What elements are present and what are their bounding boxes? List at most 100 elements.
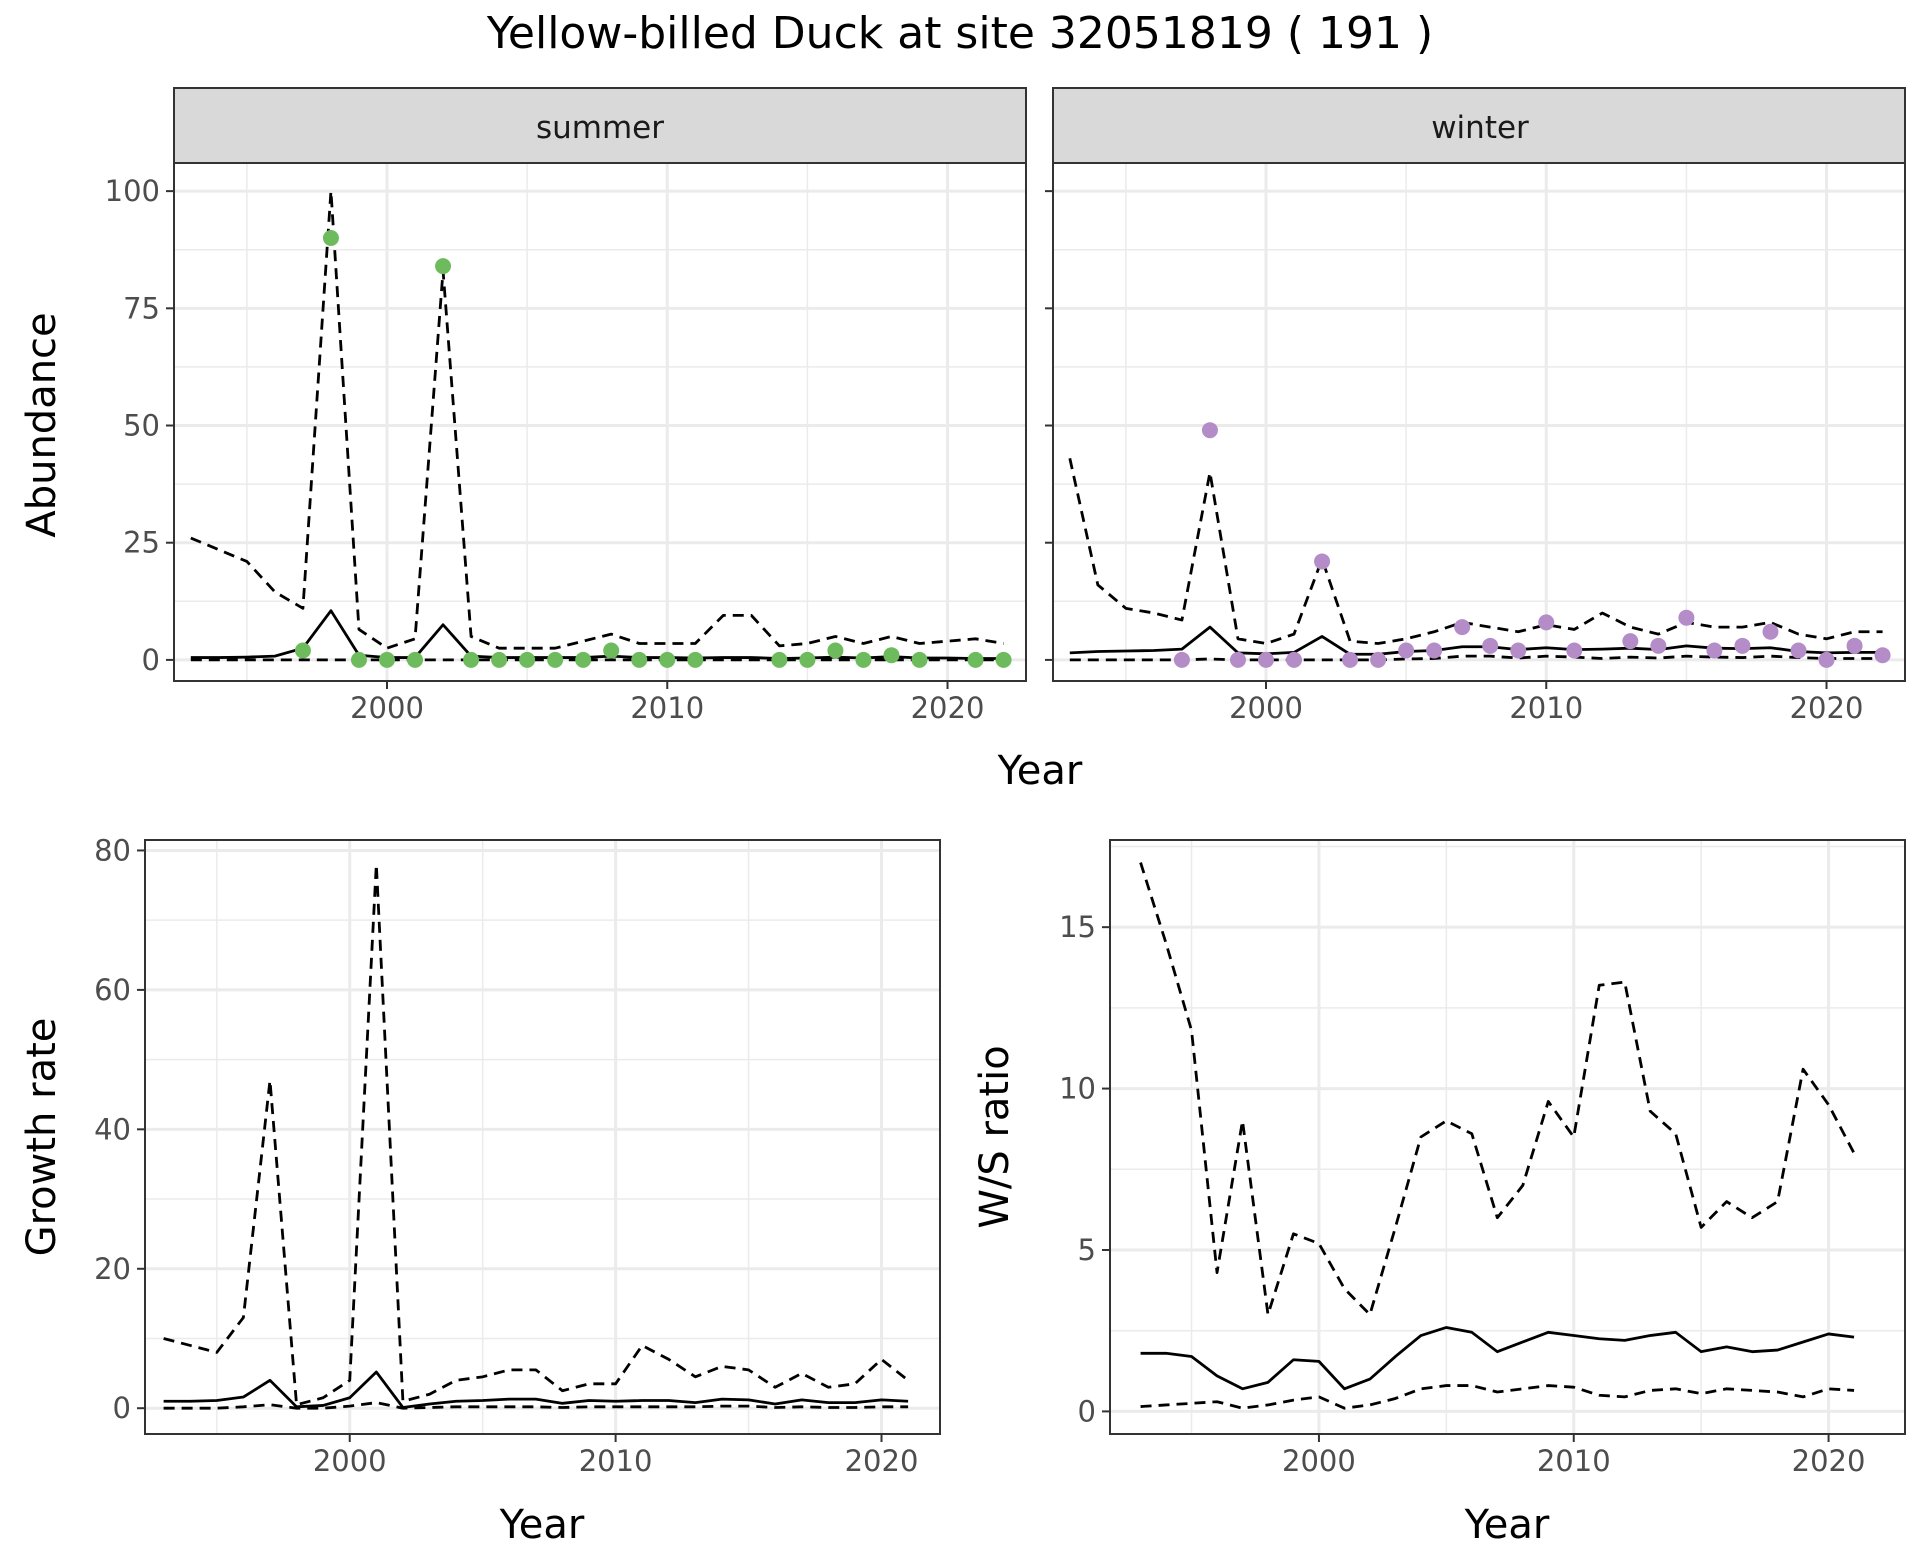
ratio-upper-line	[1139, 862, 1856, 1316]
summer-observation-point	[883, 647, 900, 664]
ratio-y-tick-label: 10	[1059, 1072, 1096, 1106]
summer-observation-point	[827, 642, 844, 659]
winter-observation-point	[1370, 651, 1387, 668]
summer-y-tick-label: 100	[105, 174, 160, 208]
summer-observation-point	[575, 651, 592, 668]
winter-observation-point	[1342, 651, 1359, 668]
summer-strip	[173, 87, 1027, 164]
ratio-x-tick-label: 2010	[1537, 1444, 1611, 1478]
winter-abundance-panel: 2000 2010 2020	[1045, 87, 1906, 725]
strip-label-summer: summer	[536, 110, 664, 146]
winter-x-tick-label: 2010	[1509, 691, 1583, 725]
summer-observation-point	[687, 651, 704, 668]
ratio-mean-line	[1140, 1326, 1855, 1391]
winter-observation-point	[1398, 642, 1415, 659]
summer-upper-line	[190, 189, 1004, 650]
ratio-x-tick-label: 2020	[1792, 1444, 1866, 1478]
winter-x-tick-label: 2020	[1790, 691, 1864, 725]
winter-observation-point	[1790, 642, 1807, 659]
growth-y-tick-label: 60	[94, 973, 131, 1007]
ratio-y-tick-label: 0	[1078, 1394, 1096, 1428]
growth-plot-background	[145, 840, 940, 1434]
summer-observation-point	[435, 258, 452, 275]
winter-x-tick-label: 2000	[1229, 691, 1303, 725]
winter-observation-point	[1678, 609, 1695, 626]
summer-x-tick-label: 2000	[350, 691, 424, 725]
summer-y-tick-label: 75	[123, 291, 160, 325]
summer-plot-background	[174, 163, 1026, 681]
winter-observation-point	[1229, 651, 1246, 668]
winter-plot-background	[1053, 163, 1905, 681]
summer-x-tick-label: 2010	[630, 691, 704, 725]
winter-observation-point	[1734, 637, 1751, 654]
growth-lower-line	[163, 1401, 909, 1410]
summer-observation-point	[463, 651, 480, 668]
winter-observation-point	[1454, 619, 1471, 636]
ratio-panel-border	[1109, 839, 1906, 1435]
ratio-x-axis-label: Year	[1464, 1502, 1550, 1548]
winter-upper-line	[1068, 458, 1883, 645]
growth-x-tick-label: 2000	[313, 1444, 387, 1478]
winter-strip	[1052, 87, 1906, 164]
summer-x-tick-label: 2020	[911, 691, 985, 725]
winter-observation-point	[1818, 651, 1835, 668]
winter-lower-line	[1069, 654, 1883, 662]
summer-observation-point	[603, 642, 620, 659]
growth-y-tick-label: 20	[94, 1252, 131, 1286]
winter-observation-point	[1482, 637, 1499, 654]
ratio-y-tick-label: 5	[1078, 1233, 1096, 1267]
summer-observation-point	[995, 651, 1012, 668]
growth-y-axis-label: Growth rate	[19, 1018, 65, 1257]
summer-y-tick-label: 25	[123, 526, 160, 560]
winter-observation-point	[1201, 422, 1218, 439]
winter-observation-point	[1622, 633, 1639, 650]
ratio-y-axis-label: W/S ratio	[972, 1045, 1018, 1228]
growth-panel-border	[144, 839, 941, 1435]
winter-observation-point	[1258, 651, 1274, 668]
summer-y-tick-label: 50	[123, 409, 160, 443]
summer-observation-point	[659, 651, 676, 668]
summer-observation-point	[322, 230, 339, 247]
summer-observation-point	[799, 651, 816, 668]
summer-observation-point	[631, 651, 648, 668]
summer-observation-point	[855, 651, 872, 668]
growth-upper-line	[163, 863, 909, 1407]
abundance-y-axis-label: Abundance	[19, 312, 65, 537]
strip-label-winter: winter	[1431, 110, 1529, 146]
summer-observation-point	[967, 651, 984, 668]
winter-observation-point	[1173, 651, 1190, 668]
winter-observation-point	[1314, 553, 1331, 570]
growth-x-axis-label: Year	[499, 1502, 585, 1548]
winter-observation-point	[1650, 637, 1667, 654]
summer-observation-point	[771, 651, 788, 668]
growth-x-tick-label: 2010	[579, 1444, 653, 1478]
chart-title: Yellow-billed Duck at site 32051819 ( 19…	[486, 8, 1434, 59]
winter-observation-point	[1286, 651, 1303, 668]
winter-observation-point	[1538, 614, 1555, 631]
ratio-y-tick-label: 15	[1059, 910, 1096, 944]
summer-observation-point	[519, 651, 536, 668]
ratio-x-tick-label: 2000	[1282, 1444, 1356, 1478]
summer-observation-point	[407, 651, 424, 668]
winter-observation-point	[1510, 642, 1527, 659]
summer-observation-point	[547, 651, 564, 668]
growth-y-tick-label: 80	[94, 833, 131, 867]
winter-observation-point	[1874, 647, 1891, 664]
ratio-plot-background	[1110, 840, 1905, 1434]
ratio-lower-line	[1140, 1384, 1855, 1410]
summer-observation-point	[491, 651, 508, 668]
growth-mean-line	[163, 1370, 909, 1409]
growth-x-tick-label: 2020	[845, 1444, 919, 1478]
growth-rate-panel: 2000 2010 2020 0 20 40 60 80	[94, 833, 941, 1478]
winter-observation-point	[1846, 637, 1863, 654]
winter-observation-point	[1426, 642, 1443, 659]
summer-observation-point	[294, 642, 311, 659]
growth-y-tick-label: 0	[113, 1391, 131, 1425]
summer-observation-point	[350, 651, 367, 668]
summer-abundance-panel: 2000 2010 2020 0 25 50 75 100	[105, 87, 1027, 725]
ws-ratio-panel: 2000 2010 2020 0 5 10 15	[1059, 839, 1906, 1478]
growth-y-tick-label: 40	[94, 1112, 131, 1146]
summer-y-tick-label: 0	[142, 643, 160, 677]
winter-observation-point	[1566, 642, 1583, 659]
